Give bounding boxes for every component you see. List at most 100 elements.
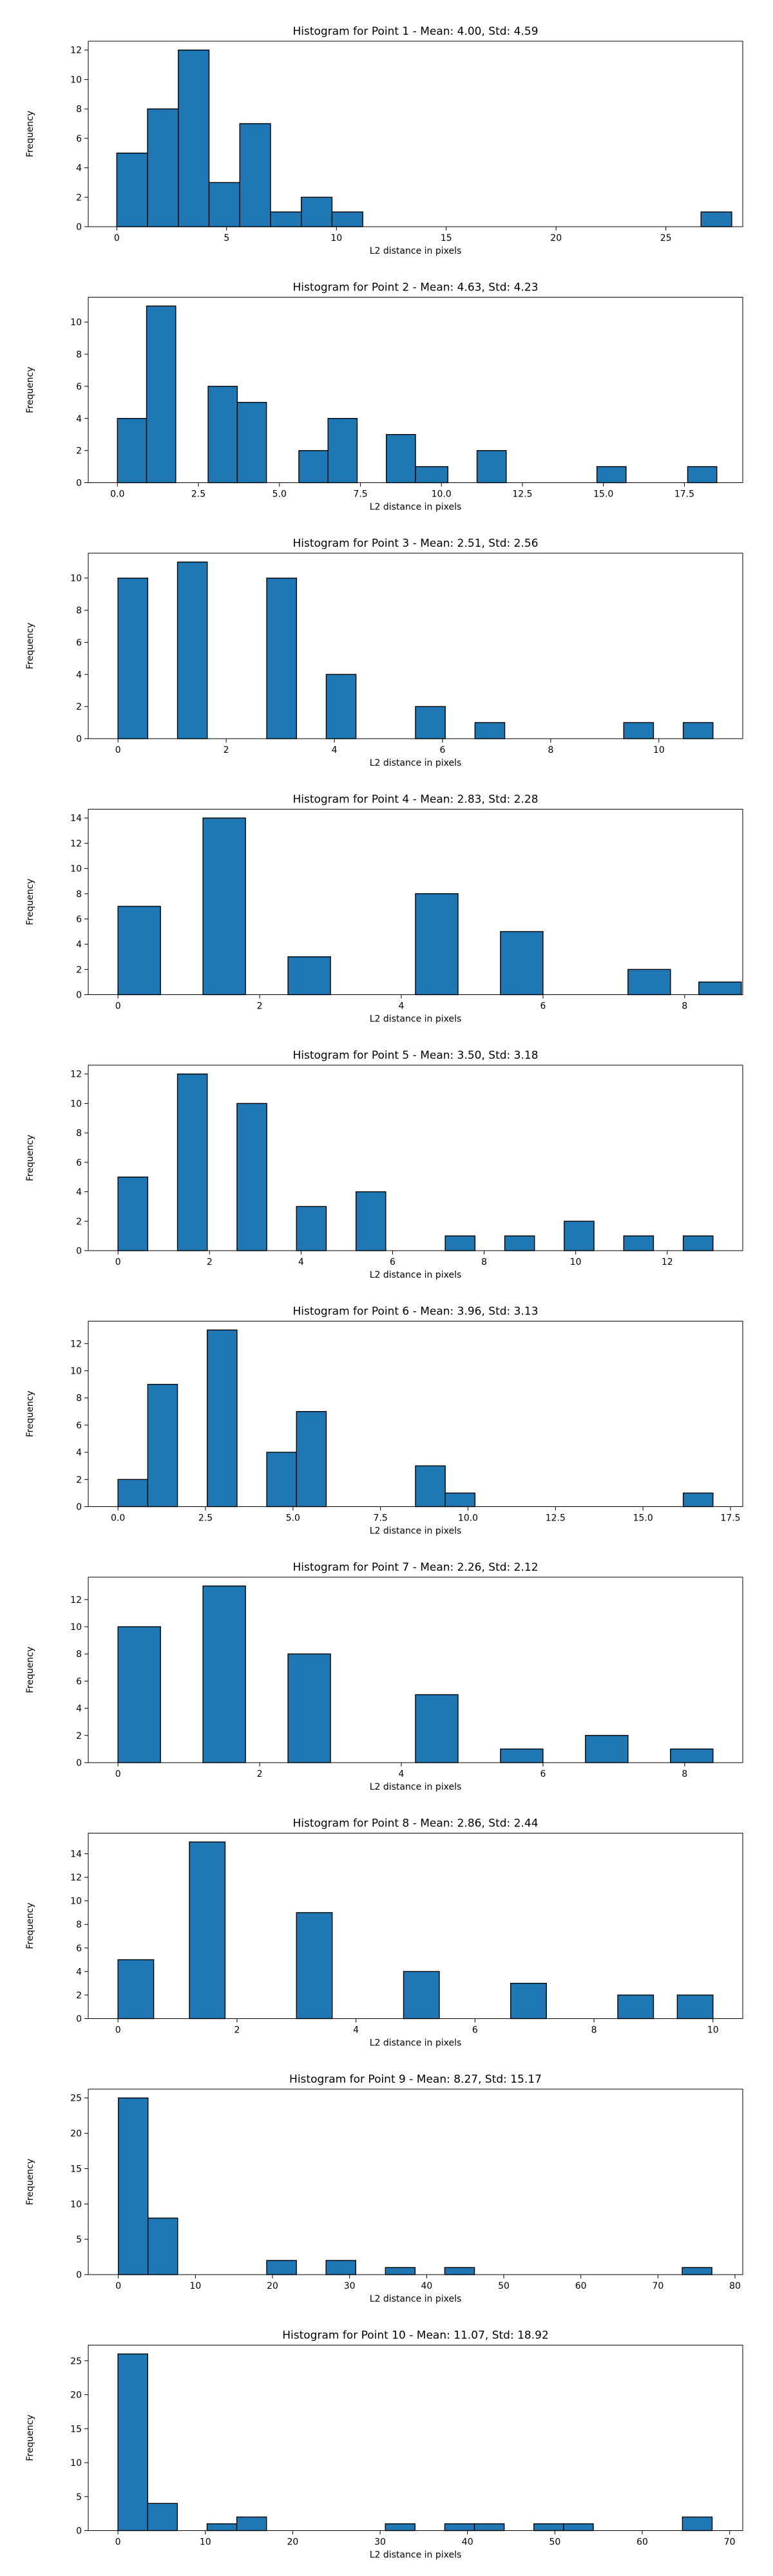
histogram-7-bar-7 — [670, 1748, 714, 1763]
histogram-8-ytick-label-1: 0 — [76, 2014, 82, 2025]
histogram-5-xtick-label-6: 10 — [570, 1257, 582, 1267]
histogram-2-xtick-label-2: 2.5 — [191, 489, 205, 500]
histogram-10-bar-7 — [473, 2523, 505, 2532]
histogram-9-bar-1 — [117, 2098, 149, 2275]
histogram-4-xtick-label-1: 0 — [115, 1001, 121, 1012]
histogram-3-ytick-label-3: 4 — [76, 670, 82, 680]
histogram-9-ytick-label-1: 0 — [76, 2270, 82, 2280]
histogram-8-xtick-label-3: 4 — [353, 2025, 359, 2036]
histogram-9-xtick-label-7: 60 — [575, 2281, 587, 2291]
histogram-7-bar-4 — [415, 1694, 459, 1763]
histogram-1-bar-8 — [331, 211, 363, 227]
histogram-8-title: Histogram for Point 8 - Mean: 2.86, Std:… — [292, 1817, 538, 1830]
histogram-3-xlabel: L2 distance in pixels — [370, 758, 462, 768]
histogram-10-bar-9 — [563, 2523, 594, 2532]
histogram-9-xlabel: L2 distance in pixels — [370, 2294, 462, 2304]
histogram-1-xtick-label-4: 15 — [441, 233, 452, 243]
histogram-9-bar-7 — [682, 2267, 712, 2275]
histogram-9-ytick-label-4: 15 — [70, 2164, 82, 2174]
histogram-1-bar-1 — [116, 153, 148, 227]
histogram-8-bar-4 — [403, 1971, 440, 2020]
histogram-3-xtick-label-3: 4 — [332, 745, 338, 755]
histogram-5-ytick-label-4: 6 — [76, 1158, 82, 1168]
histogram-8-bar-5 — [510, 1982, 547, 2020]
histogram-3-ytick-label-6: 10 — [70, 574, 82, 584]
histogram-9-ytick-label-6: 25 — [70, 2094, 82, 2104]
histogram-4-bar-4 — [415, 893, 459, 996]
histogram-2-xtick-label-5: 10.0 — [432, 489, 452, 500]
histogram-2-ytick-label-5: 8 — [76, 350, 82, 360]
histogram-4-ytick-label-2: 2 — [76, 965, 82, 975]
histogram-6-bar-6 — [415, 1465, 446, 1508]
histogram-5-ytick-label-2: 2 — [76, 1217, 82, 1227]
histogram-1-xtick-label-3: 10 — [330, 233, 342, 243]
histogram-8-ytick-label-6: 10 — [70, 1897, 82, 1907]
histogram-7-ytick-label-1: 0 — [76, 1758, 82, 1768]
histogram-10-ytick-label-4: 15 — [70, 2424, 82, 2434]
histogram-9-xtick-label-9: 80 — [729, 2281, 741, 2291]
histogram-2-ylabel: Frequency — [25, 366, 35, 413]
histogram-5-ytick-label-5: 8 — [76, 1128, 82, 1139]
histogram-1-xlabel: L2 distance in pixels — [370, 246, 462, 256]
histogram-10-title: Histogram for Point 10 - Mean: 11.07, St… — [282, 2329, 549, 2342]
histogram-1-bar-3 — [178, 50, 210, 227]
histogram-4-ytick-label-7: 12 — [70, 838, 82, 849]
histogram-5-bar-3 — [236, 1103, 267, 1251]
histogram-5-xtick-label-7: 12 — [662, 1257, 673, 1267]
histogram-panel-9: 0 10 20 30 40 50 60 70 80 0 5 10 15 20 25 Histogram for… — [25, 2073, 743, 2304]
histogram-6-title: Histogram for Point 6 - Mean: 3.96, Std:… — [292, 1305, 538, 1318]
histogram-3-ytick-label-4: 6 — [76, 638, 82, 648]
histogram-5-bar-2 — [177, 1074, 208, 1251]
histogram-10-xtick-label-7: 60 — [636, 2537, 648, 2548]
histogram-9-bar-2 — [148, 2217, 178, 2275]
histogram-2-bar-3 — [207, 386, 238, 484]
histogram-2-title: Histogram for Point 2 - Mean: 4.63, Std:… — [292, 281, 538, 294]
histogram-7-ylabel: Frequency — [25, 1647, 35, 1693]
histogram-6-ytick-label-5: 8 — [76, 1394, 82, 1404]
histogram-4-xlabel: L2 distance in pixels — [370, 1014, 462, 1025]
histogram-1-ytick-label-3: 4 — [76, 164, 82, 174]
histogram-1-xtick-label-5: 20 — [550, 233, 562, 243]
histogram-1-xtick-label-2: 5 — [224, 233, 229, 243]
histogram-10-ytick-label-1: 0 — [76, 2526, 82, 2537]
histogram-7-ytick-label-3: 4 — [76, 1704, 82, 1714]
histogram-5-xtick-label-5: 8 — [481, 1257, 487, 1267]
histogram-5-xtick-label-4: 6 — [390, 1257, 396, 1267]
histogram-7-ytick-label-5: 8 — [76, 1649, 82, 1660]
histogram-5-xtick-label-2: 2 — [207, 1257, 213, 1267]
histogram-6-axes-frame — [88, 1321, 743, 1507]
histogram-2-ytick-label-4: 6 — [76, 382, 82, 392]
histogram-1-bar-9 — [700, 211, 732, 227]
histogram-7-title: Histogram for Point 7 - Mean: 2.26, Std:… — [292, 1561, 538, 1574]
histogram-10-ytick-label-2: 5 — [76, 2492, 82, 2503]
histogram-2-xlabel: L2 distance in pixels — [370, 502, 462, 513]
histogram-7-bar-6 — [585, 1735, 629, 1763]
histogram-2-axes-frame — [88, 297, 743, 483]
histogram-1-ylabel: Frequency — [25, 111, 35, 157]
histogram-6-bar-7 — [444, 1492, 476, 1508]
histogram-panel-10: 0 10 20 30 40 50 60 70 0 5 10 15 20 25 Histogram for P… — [25, 2329, 743, 2561]
histogram-5-title: Histogram for Point 5 - Mean: 3.50, Std:… — [292, 1049, 538, 1062]
histogram-8-bar-2 — [189, 1841, 226, 2020]
histogram-9-xtick-label-8: 70 — [652, 2281, 663, 2291]
histogram-2-xtick-label-4: 7.5 — [353, 489, 367, 500]
histogram-10-bar-8 — [533, 2523, 564, 2532]
histogram-7-bar-3 — [287, 1653, 331, 1763]
histogram-3-title: Histogram for Point 3 - Mean: 2.51, Std:… — [292, 537, 538, 550]
histogram-8-ytick-label-2: 2 — [76, 1991, 82, 2001]
histogram-4-ytick-label-1: 0 — [76, 990, 82, 1001]
histogram-5-xlabel: L2 distance in pixels — [370, 1270, 462, 1280]
histogram-1-ytick-label-2: 2 — [76, 193, 82, 203]
histogram-8-bar-6 — [617, 1994, 654, 2020]
histogram-9-ytick-label-5: 20 — [70, 2129, 82, 2139]
histogram-5-bar-7 — [504, 1235, 535, 1251]
histogram-10-xtick-label-6: 50 — [549, 2537, 560, 2548]
histogram-2-bar-8 — [415, 466, 448, 484]
histogram-5-bar-10 — [682, 1235, 714, 1251]
histogram-6-bar-8 — [682, 1492, 714, 1508]
histogram-1-ytick-label-5: 8 — [76, 104, 82, 115]
histogram-3-bar-3 — [266, 577, 297, 739]
histogram-7-xtick-label-1: 0 — [115, 1769, 121, 1779]
histogram-10-ylabel: Frequency — [25, 2414, 35, 2461]
